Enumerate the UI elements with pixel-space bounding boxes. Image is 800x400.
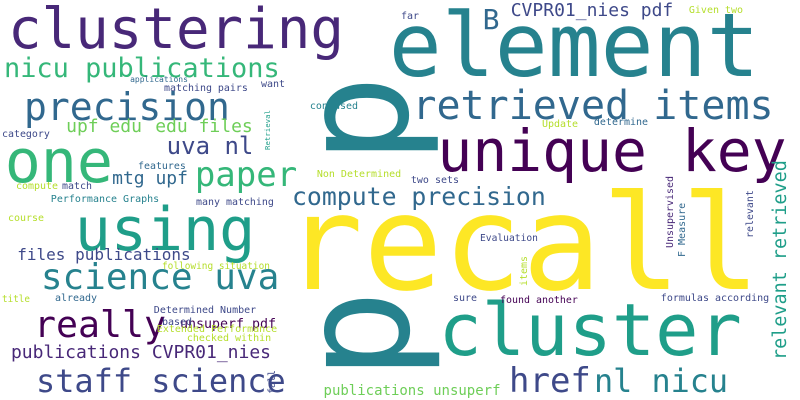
word-nicu-publications: nicu publications: [4, 52, 280, 84]
word-features: features: [138, 161, 186, 173]
word-given-two: Given two: [688, 5, 744, 16]
word-really: really: [34, 302, 167, 346]
word-evaluation: Evaluation: [480, 233, 538, 245]
word-matching-pairs: matching pairs: [164, 83, 248, 95]
word-far: far: [400, 11, 419, 22]
word-mtg-upf: mtg upf: [112, 168, 188, 189]
word-items: items: [519, 256, 531, 286]
word-non-determined: Non Determined: [316, 169, 402, 180]
word-science-uva: science uva: [40, 257, 280, 298]
word-found-another: found another: [500, 295, 578, 307]
word-files-publications: files publications: [17, 245, 191, 264]
word-precision: precision: [24, 85, 230, 129]
word-uva-nl: uva nl: [166, 132, 254, 160]
word-fall: fall: [267, 370, 279, 394]
word-f-measure: F Measure: [677, 202, 688, 258]
word-determine: determine: [593, 117, 649, 128]
word-extended-performance: Extended Performance: [156, 324, 278, 335]
word-category: category: [2, 129, 50, 141]
word-cluster: cluster: [438, 288, 742, 372]
word-formulas-according: formulas according: [660, 293, 770, 304]
word-many-matching: many matching: [196, 197, 274, 209]
word-match: match: [62, 181, 92, 193]
word-based: based: [161, 317, 193, 328]
word-two-sets: two sets: [410, 175, 460, 186]
word-unique-key: unique key: [437, 117, 787, 185]
word-update: Update: [541, 119, 579, 130]
word-title: title: [2, 294, 30, 306]
word-publications-cvpr: publications CVPR01_nies: [10, 342, 272, 363]
word-want: want: [260, 79, 286, 90]
word-compute-precision: compute precision: [292, 181, 546, 211]
word-one: one: [4, 127, 114, 197]
word-compute: compute: [16, 181, 59, 192]
word-retrieved-items: retrieved items: [412, 83, 774, 129]
word-checked-within: checked within: [186, 333, 272, 344]
word-nl-nicu: nl nicu: [594, 362, 729, 400]
word-cvpr01-pdf: CVPR01_nies pdf: [510, 0, 674, 21]
word-href: href: [509, 361, 591, 400]
word-relevant-retrieved: relevant retrieved: [769, 160, 791, 360]
word-performance-graphs: Performance Graphs: [50, 194, 160, 205]
word-recall: recall: [283, 167, 761, 321]
word-element: element: [388, 0, 760, 97]
word-confused: confused: [309, 101, 359, 112]
word-publications-unsuperf: publications unsuperf: [323, 383, 501, 399]
word-using: using: [74, 195, 256, 265]
word-clustering: clustering: [8, 0, 344, 63]
word-determined-number: Determined Number: [153, 305, 257, 316]
word-following-situation: following situation: [162, 261, 270, 273]
word-retrieval: Retrieval: [263, 110, 273, 150]
word-upf-edu: upf edu: [66, 116, 142, 137]
word-edu-files: edu files: [155, 116, 253, 137]
word-unsuperf-pdf: unsuperf pdf: [180, 317, 276, 333]
word-applications: applications: [130, 75, 188, 84]
word-paper: paper: [194, 155, 298, 195]
word-already: already: [54, 293, 98, 304]
word-b: B: [482, 3, 500, 36]
word-course: course: [8, 213, 45, 224]
word-sure: sure: [452, 293, 478, 304]
word-relevant: relevant: [745, 190, 757, 238]
word-unsupervised: Unsupervised: [665, 175, 676, 248]
word-staff-science: staff science: [36, 362, 286, 400]
